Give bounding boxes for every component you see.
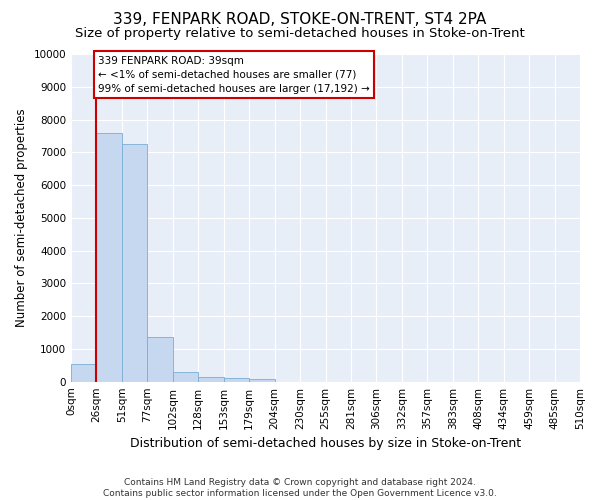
Bar [122,144,148,382]
Bar [249,379,275,382]
Text: Size of property relative to semi-detached houses in Stoke-on-Trent: Size of property relative to semi-detach… [75,28,525,40]
Bar [198,377,224,382]
Bar [173,372,198,382]
Bar [148,338,173,382]
Y-axis label: Number of semi-detached properties: Number of semi-detached properties [15,108,28,327]
X-axis label: Distribution of semi-detached houses by size in Stoke-on-Trent: Distribution of semi-detached houses by … [130,437,521,450]
Bar [71,364,97,382]
Bar [97,132,122,382]
Text: 339, FENPARK ROAD, STOKE-ON-TRENT, ST4 2PA: 339, FENPARK ROAD, STOKE-ON-TRENT, ST4 2… [113,12,487,28]
Text: 339 FENPARK ROAD: 39sqm
← <1% of semi-detached houses are smaller (77)
99% of se: 339 FENPARK ROAD: 39sqm ← <1% of semi-de… [98,56,370,94]
Text: Contains HM Land Registry data © Crown copyright and database right 2024.
Contai: Contains HM Land Registry data © Crown c… [103,478,497,498]
Bar [224,378,249,382]
